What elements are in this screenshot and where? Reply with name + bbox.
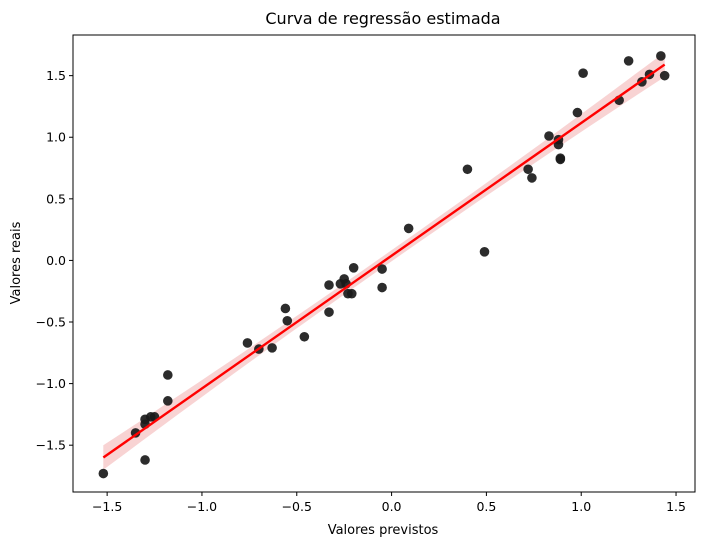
x-axis-label: Valores previstos	[328, 523, 439, 538]
scatter-point	[377, 264, 387, 274]
plot-frame	[72, 34, 696, 493]
y-tick-label: 1.5	[46, 68, 66, 83]
scatter-point	[659, 70, 670, 81]
y-tick-label: −0.5	[36, 315, 66, 330]
y-tick-label: −1.5	[36, 438, 66, 453]
scatter-point	[578, 68, 588, 78]
x-tick-label: 0.0	[382, 499, 402, 514]
scatter-point	[282, 315, 293, 326]
x-tick-label: 1.5	[666, 499, 686, 514]
x-tick-label: 0.5	[476, 499, 496, 514]
scatter-point	[479, 246, 490, 257]
scatter-point	[348, 263, 359, 273]
x-tick-label: −0.5	[282, 499, 312, 514]
scatter-point	[527, 173, 537, 183]
scatter-point	[523, 164, 533, 175]
y-axis-label: Valores reais	[9, 221, 24, 304]
regression-line-layer	[102, 63, 666, 459]
y-tick-label: 0.5	[46, 191, 66, 206]
x-tick-label: −1.0	[187, 499, 217, 514]
scatter-point	[163, 370, 173, 380]
scatter-point	[324, 307, 334, 317]
y-axis-ticks: −1.5 −1.0 −0.5 0.0 0.5 1.0 1.5	[36, 68, 73, 453]
scatter-point	[140, 455, 150, 465]
regression-line	[102, 63, 666, 459]
y-tick-label: −1.0	[36, 376, 66, 391]
scatter-point	[377, 282, 387, 293]
scatter-point	[280, 303, 291, 314]
scatter-point	[346, 288, 357, 299]
scatter-point	[242, 338, 253, 348]
scatter-point	[163, 396, 173, 406]
scatter-point	[267, 343, 277, 353]
scatter-point	[623, 56, 634, 66]
chart-title: Curva de regressão estimada	[265, 9, 500, 28]
scatter-point	[403, 223, 414, 234]
x-axis-ticks: −1.5 −1.0 −0.5 0.0 0.5 1.0 1.5	[92, 492, 686, 514]
scatter-point	[572, 107, 583, 118]
scatter-point	[299, 331, 310, 342]
scatter-point	[544, 131, 554, 141]
x-tick-label: −1.5	[92, 499, 122, 514]
x-tick-label: 1.0	[571, 499, 591, 514]
scatter-point	[324, 280, 334, 290]
y-tick-label: 1.0	[46, 130, 66, 145]
scatter-point	[98, 468, 109, 479]
scatter-point	[462, 164, 473, 175]
scatter-point	[656, 51, 666, 61]
y-tick-label: 0.0	[46, 253, 66, 268]
scatter-point	[555, 153, 566, 163]
